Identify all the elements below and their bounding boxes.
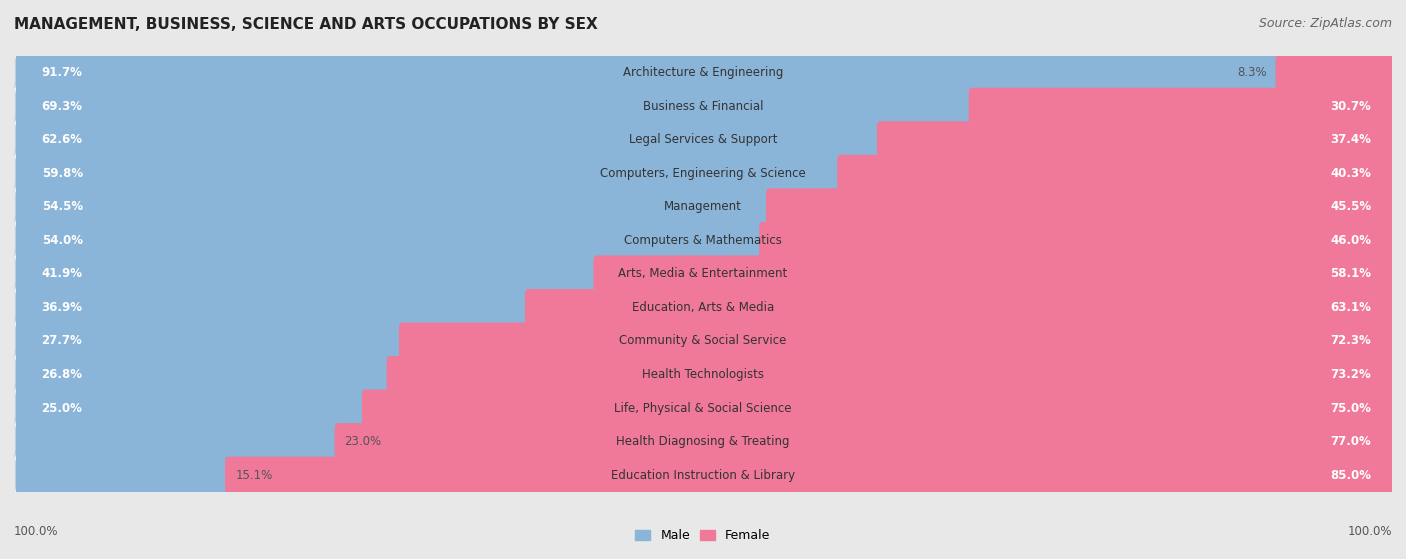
FancyBboxPatch shape [15,54,1277,91]
Text: 63.1%: 63.1% [1330,301,1371,314]
FancyBboxPatch shape [15,155,839,192]
FancyBboxPatch shape [766,188,1395,225]
Text: Computers, Engineering & Science: Computers, Engineering & Science [600,167,806,180]
FancyBboxPatch shape [524,289,1395,326]
FancyBboxPatch shape [335,423,1395,460]
Text: 36.9%: 36.9% [42,301,83,314]
FancyBboxPatch shape [387,356,1395,393]
Text: MANAGEMENT, BUSINESS, SCIENCE AND ARTS OCCUPATIONS BY SEX: MANAGEMENT, BUSINESS, SCIENCE AND ARTS O… [14,17,598,32]
FancyBboxPatch shape [361,390,1395,427]
Text: 30.7%: 30.7% [1330,100,1371,113]
FancyBboxPatch shape [877,121,1395,158]
FancyBboxPatch shape [14,282,1392,333]
FancyBboxPatch shape [15,255,595,292]
Text: 27.7%: 27.7% [42,334,83,348]
Text: 85.0%: 85.0% [1330,468,1371,482]
Legend: Male, Female: Male, Female [630,524,776,547]
FancyBboxPatch shape [14,416,1392,467]
Text: 62.6%: 62.6% [42,133,83,146]
FancyBboxPatch shape [593,255,1395,292]
FancyBboxPatch shape [15,323,401,359]
FancyBboxPatch shape [14,349,1392,400]
Text: 100.0%: 100.0% [14,525,59,538]
FancyBboxPatch shape [14,182,1392,232]
FancyBboxPatch shape [759,222,1395,259]
Text: 54.5%: 54.5% [42,200,83,214]
Text: 25.0%: 25.0% [42,401,83,415]
Text: 54.0%: 54.0% [42,234,83,247]
FancyBboxPatch shape [15,188,768,225]
FancyBboxPatch shape [15,88,970,125]
Text: 26.8%: 26.8% [42,368,83,381]
Text: 37.4%: 37.4% [1330,133,1371,146]
Text: Business & Financial: Business & Financial [643,100,763,113]
FancyBboxPatch shape [969,88,1395,125]
Text: 77.0%: 77.0% [1330,435,1371,448]
FancyBboxPatch shape [14,81,1392,131]
Text: 58.1%: 58.1% [1330,267,1371,281]
Text: Community & Social Service: Community & Social Service [619,334,787,348]
FancyBboxPatch shape [1275,54,1395,91]
FancyBboxPatch shape [15,121,879,158]
FancyBboxPatch shape [15,222,761,259]
Text: 100.0%: 100.0% [1347,525,1392,538]
Text: 15.1%: 15.1% [236,468,273,482]
FancyBboxPatch shape [837,155,1395,192]
Text: Education, Arts & Media: Education, Arts & Media [631,301,775,314]
FancyBboxPatch shape [14,148,1392,198]
FancyBboxPatch shape [14,115,1392,165]
Text: 46.0%: 46.0% [1330,234,1371,247]
Text: Legal Services & Support: Legal Services & Support [628,133,778,146]
Text: Computers & Mathematics: Computers & Mathematics [624,234,782,247]
Text: 73.2%: 73.2% [1330,368,1371,381]
Text: 45.5%: 45.5% [1330,200,1371,214]
Text: Health Diagnosing & Treating: Health Diagnosing & Treating [616,435,790,448]
FancyBboxPatch shape [399,323,1395,359]
Text: Architecture & Engineering: Architecture & Engineering [623,66,783,79]
Text: Education Instruction & Library: Education Instruction & Library [612,468,794,482]
Text: Health Technologists: Health Technologists [643,368,763,381]
Text: Arts, Media & Entertainment: Arts, Media & Entertainment [619,267,787,281]
Text: 59.8%: 59.8% [42,167,83,180]
Text: Source: ZipAtlas.com: Source: ZipAtlas.com [1258,17,1392,30]
Text: 23.0%: 23.0% [344,435,381,448]
FancyBboxPatch shape [15,457,228,494]
FancyBboxPatch shape [14,450,1392,500]
FancyBboxPatch shape [15,289,526,326]
Text: Life, Physical & Social Science: Life, Physical & Social Science [614,401,792,415]
FancyBboxPatch shape [15,356,388,393]
FancyBboxPatch shape [225,457,1395,494]
FancyBboxPatch shape [14,383,1392,433]
FancyBboxPatch shape [15,423,336,460]
Text: 91.7%: 91.7% [42,66,83,79]
Text: 41.9%: 41.9% [42,267,83,281]
Text: 72.3%: 72.3% [1330,334,1371,348]
Text: 40.3%: 40.3% [1330,167,1371,180]
Text: 69.3%: 69.3% [42,100,83,113]
FancyBboxPatch shape [14,249,1392,299]
FancyBboxPatch shape [15,390,363,427]
FancyBboxPatch shape [14,48,1392,98]
Text: Management: Management [664,200,742,214]
Text: 75.0%: 75.0% [1330,401,1371,415]
FancyBboxPatch shape [14,215,1392,266]
FancyBboxPatch shape [14,316,1392,366]
Text: 8.3%: 8.3% [1237,66,1267,79]
